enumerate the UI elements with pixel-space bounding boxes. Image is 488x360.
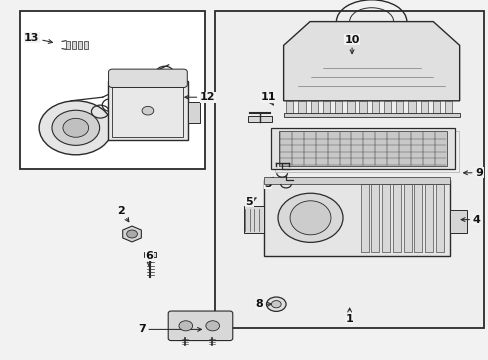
Bar: [432, 101, 439, 113]
Bar: [414, 184, 422, 252]
Bar: [264, 177, 449, 184]
Text: 6: 6: [145, 251, 153, 266]
Bar: [247, 116, 272, 122]
Text: 10: 10: [344, 35, 359, 54]
Bar: [382, 184, 389, 252]
Bar: [107, 81, 188, 140]
Bar: [322, 101, 329, 113]
Bar: [435, 184, 443, 252]
Text: 7: 7: [138, 324, 201, 334]
Ellipse shape: [277, 193, 343, 242]
Polygon shape: [283, 22, 459, 101]
Bar: [395, 101, 403, 113]
Circle shape: [63, 118, 88, 137]
Bar: [278, 131, 447, 166]
Bar: [188, 102, 200, 122]
Bar: [392, 184, 400, 252]
Text: 2: 2: [117, 206, 128, 222]
Text: 3: 3: [264, 177, 272, 189]
Ellipse shape: [289, 201, 330, 235]
Text: 12: 12: [184, 92, 215, 102]
Bar: [20, 11, 205, 169]
Bar: [298, 101, 305, 113]
Bar: [83, 41, 88, 49]
Text: 5: 5: [245, 197, 256, 207]
Bar: [283, 113, 459, 117]
Bar: [359, 101, 366, 113]
Text: 8: 8: [255, 299, 271, 309]
Bar: [112, 85, 183, 137]
Circle shape: [266, 297, 285, 311]
FancyBboxPatch shape: [108, 69, 187, 87]
Circle shape: [205, 321, 219, 331]
Bar: [346, 101, 354, 113]
Text: 9: 9: [463, 168, 482, 178]
Bar: [449, 210, 466, 233]
Text: 13: 13: [24, 33, 52, 44]
Text: 4: 4: [460, 215, 480, 225]
Bar: [264, 180, 449, 256]
Bar: [310, 101, 317, 113]
Text: 11: 11: [260, 92, 275, 105]
Text: 1: 1: [345, 308, 353, 324]
FancyBboxPatch shape: [168, 311, 232, 341]
Bar: [144, 252, 156, 257]
Circle shape: [52, 110, 100, 145]
Polygon shape: [122, 226, 141, 242]
Bar: [371, 184, 379, 252]
Bar: [275, 131, 458, 172]
Circle shape: [142, 107, 153, 115]
Bar: [244, 207, 264, 233]
Bar: [407, 101, 415, 113]
Bar: [271, 128, 454, 169]
Circle shape: [126, 230, 137, 238]
Bar: [444, 101, 451, 113]
Bar: [78, 41, 82, 49]
Bar: [420, 101, 427, 113]
Bar: [215, 11, 483, 328]
Bar: [285, 101, 293, 113]
Bar: [425, 184, 432, 252]
Bar: [334, 101, 342, 113]
Circle shape: [39, 101, 112, 155]
Bar: [383, 101, 390, 113]
Bar: [360, 184, 368, 252]
Bar: [72, 41, 76, 49]
Circle shape: [271, 301, 281, 308]
Bar: [371, 101, 378, 113]
Bar: [66, 41, 70, 49]
Bar: [403, 184, 411, 252]
Circle shape: [179, 321, 192, 331]
